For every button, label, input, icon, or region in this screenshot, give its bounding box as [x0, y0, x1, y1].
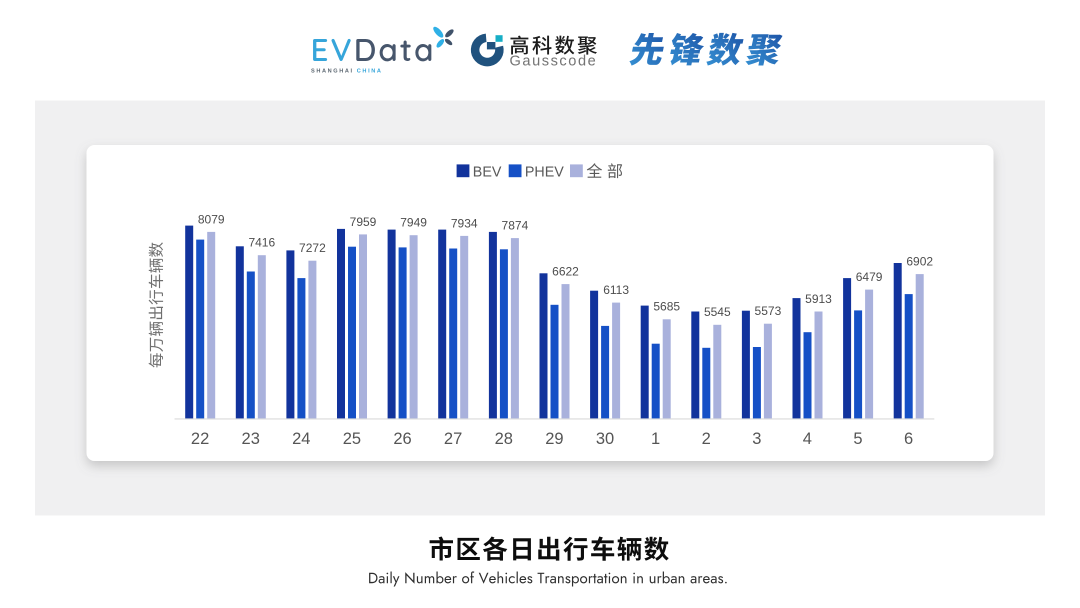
- svg-text:29: 29: [545, 430, 563, 448]
- svg-text:4: 4: [803, 430, 812, 448]
- svg-text:8079: 8079: [198, 212, 225, 226]
- svg-text:7874: 7874: [502, 219, 529, 233]
- svg-text:6622: 6622: [552, 265, 579, 279]
- svg-text:Gausscode: Gausscode: [510, 54, 598, 70]
- svg-text:23: 23: [242, 430, 260, 448]
- svg-text:25: 25: [343, 430, 361, 448]
- svg-text:5573: 5573: [755, 304, 782, 318]
- svg-text:27: 27: [444, 430, 462, 448]
- svg-text:26: 26: [393, 430, 411, 448]
- svg-text:SHANGHAI CHINA: SHANGHAI CHINA: [311, 69, 383, 75]
- svg-text:1: 1: [651, 430, 660, 448]
- svg-text:6479: 6479: [856, 270, 883, 284]
- svg-text:30: 30: [596, 430, 614, 448]
- svg-text:BEV: BEV: [473, 165, 502, 181]
- svg-text:3: 3: [752, 430, 761, 448]
- svg-text:6113: 6113: [603, 283, 629, 297]
- svg-text:7416: 7416: [248, 236, 275, 250]
- svg-text:5913: 5913: [805, 292, 832, 306]
- svg-text:7949: 7949: [400, 216, 427, 230]
- svg-text:5685: 5685: [653, 300, 680, 314]
- svg-text:6: 6: [904, 430, 913, 448]
- svg-text:24: 24: [292, 430, 310, 448]
- svg-text:7272: 7272: [299, 241, 326, 255]
- svg-text:PHEV: PHEV: [525, 165, 564, 181]
- svg-text:2: 2: [702, 430, 711, 448]
- svg-text:5: 5: [853, 430, 862, 448]
- svg-text:7959: 7959: [350, 215, 377, 229]
- svg-text:5545: 5545: [704, 305, 731, 319]
- svg-text:7934: 7934: [451, 216, 478, 230]
- svg-text:22: 22: [191, 430, 209, 448]
- svg-text:6902: 6902: [906, 255, 933, 269]
- svg-text:28: 28: [495, 430, 513, 448]
